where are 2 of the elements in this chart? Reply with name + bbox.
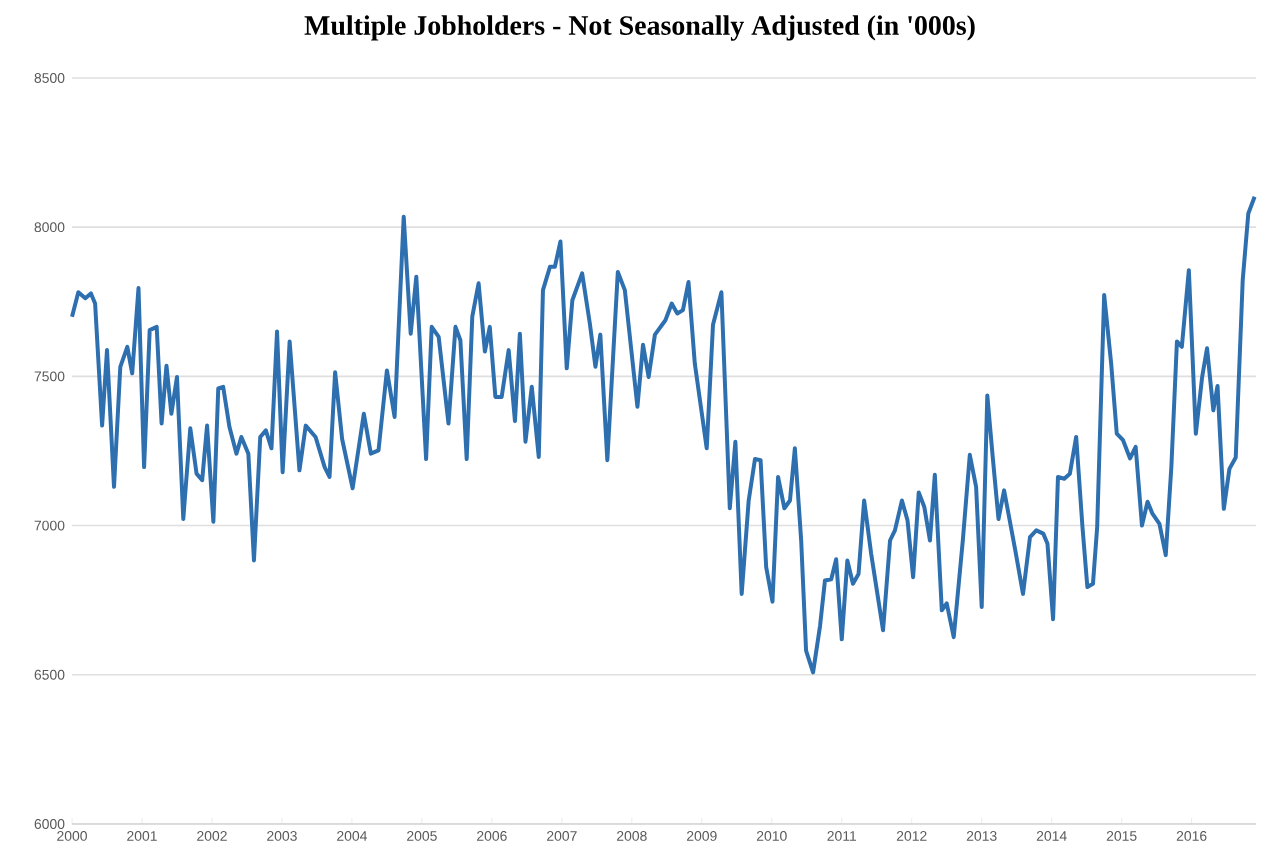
chart-title: Multiple Jobholders - Not Seasonally Adjusted (in '000s) [304, 15, 975, 41]
line-series [70, 194, 1257, 675]
